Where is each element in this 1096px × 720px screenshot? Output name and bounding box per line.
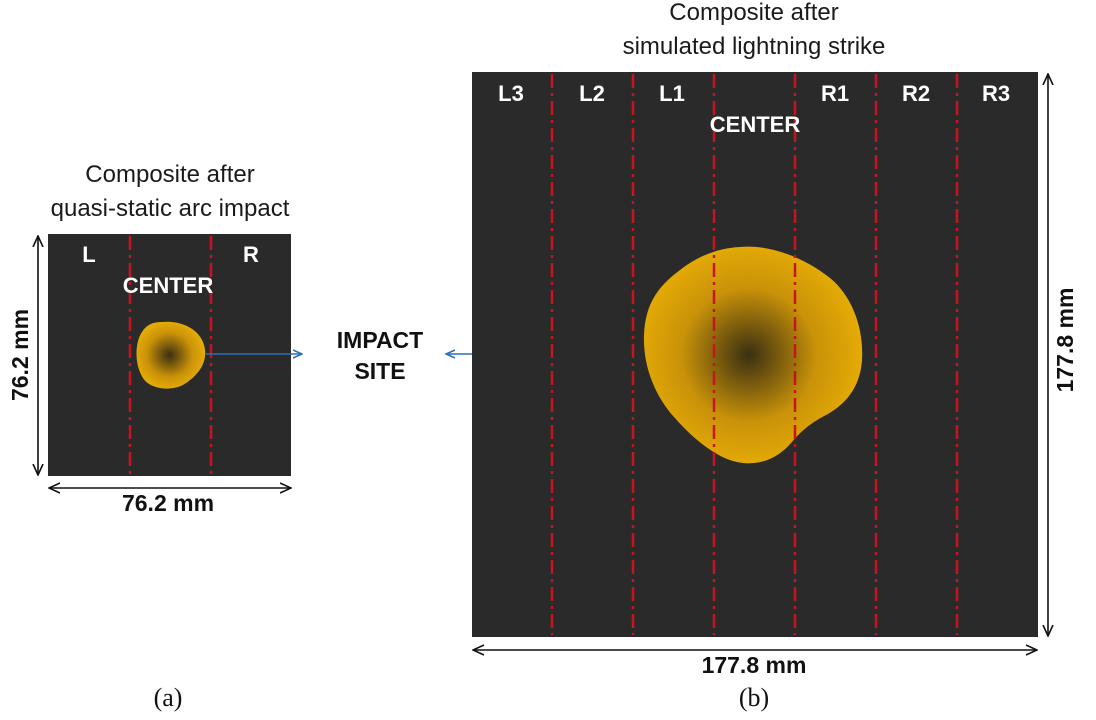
impact-label-line2: SITE (354, 358, 405, 384)
panel-b: Composite after simulated lightning stri… (472, 0, 1078, 712)
panel-a-height-label: 76.2 mm (7, 309, 33, 401)
panel-a: Composite after quasi-static arc impact … (7, 161, 291, 712)
panel-b-title-line2: simulated lightning strike (623, 33, 886, 60)
panel-b-zone-l3: L3 (498, 81, 524, 106)
panel-a-zone-right: R (243, 242, 259, 267)
panel-a-caption: (a) (154, 683, 183, 712)
panel-b-height-label: 177.8 mm (1052, 288, 1078, 393)
panel-a-title-line1: Composite after (85, 161, 254, 188)
panel-a-zone-center: CENTER (123, 273, 214, 298)
panel-b-width-label: 177.8 mm (702, 652, 807, 678)
panel-b-dividers (550, 74, 959, 635)
panel-b-caption: (b) (739, 683, 769, 712)
panel-a-impact-site (136, 321, 206, 389)
panel-a-zone-left: L (82, 242, 95, 267)
panel-b-impact-site (643, 246, 863, 464)
panel-b-zone-l2: L2 (579, 81, 605, 106)
panel-b-zone-center: CENTER (710, 112, 801, 137)
panel-b-zone-r1: R1 (821, 81, 849, 106)
panel-b-zone-l1: L1 (659, 81, 685, 106)
panel-b-zone-r2: R2 (902, 81, 930, 106)
impact-label-line1: IMPACT (337, 327, 423, 353)
panel-b-title-line1: Composite after (669, 0, 838, 26)
panel-a-width-label: 76.2 mm (122, 490, 214, 516)
panel-b-zone-r3: R3 (982, 81, 1010, 106)
panel-a-title-line2: quasi-static arc impact (51, 195, 290, 222)
